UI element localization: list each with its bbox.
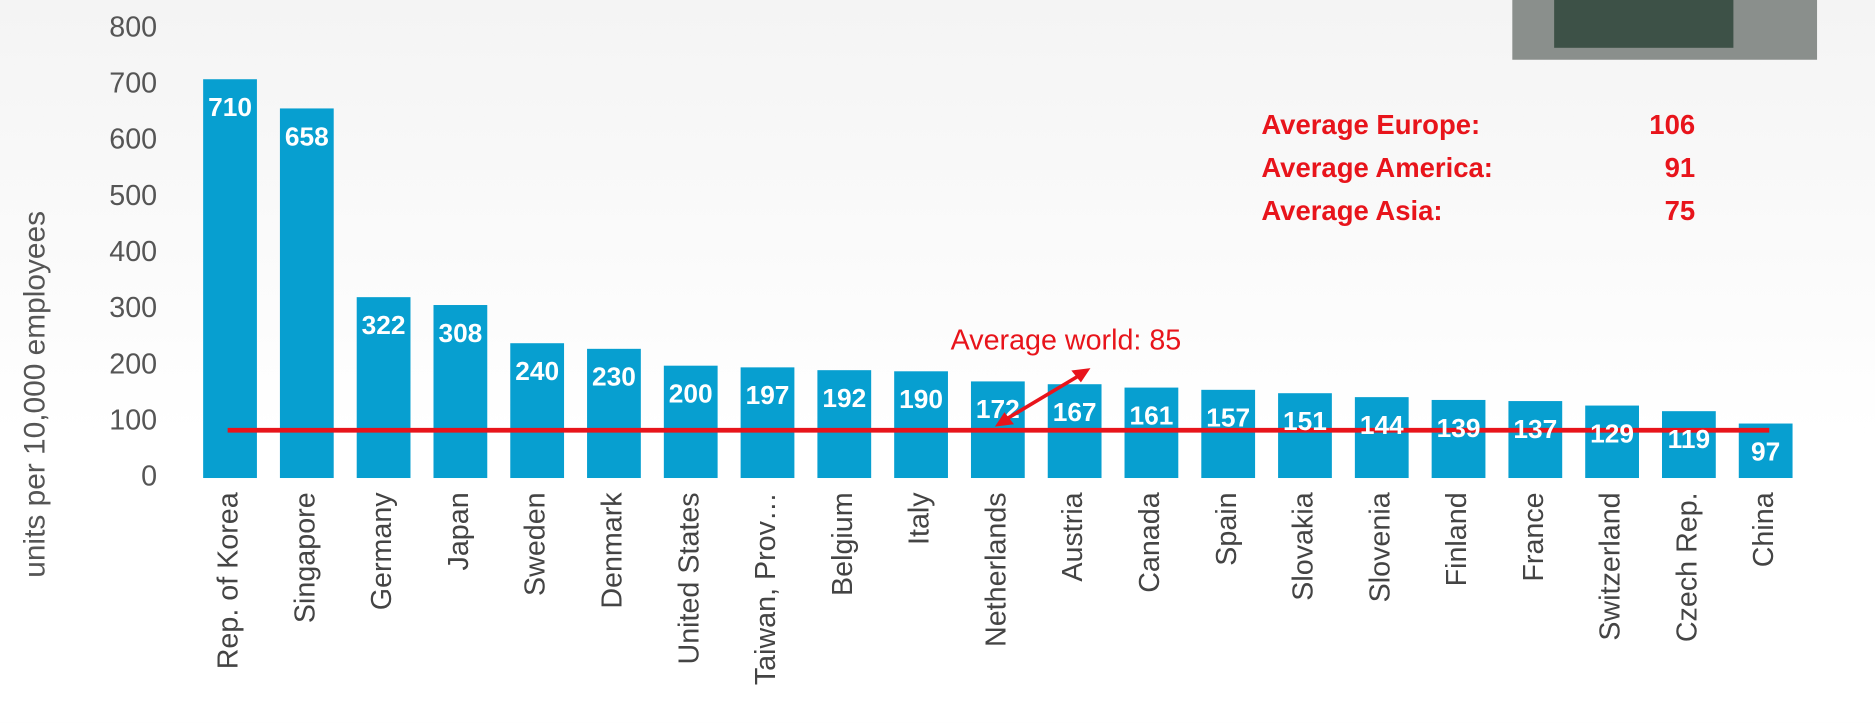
bar — [663, 365, 718, 479]
reference-label: Average world: 85 — [951, 324, 1182, 356]
bar — [1431, 399, 1486, 479]
bar — [279, 108, 334, 479]
y-tick-label: 600 — [109, 124, 157, 156]
x-tick-label: Switzerland — [1595, 492, 1627, 640]
x-tick-label: United States — [673, 492, 705, 664]
x-tick-label: Rep. of Korea — [213, 492, 245, 669]
data-label: 97 — [1751, 436, 1780, 466]
x-tick-label: Belgium — [827, 492, 859, 596]
y-tick-label: 500 — [109, 180, 157, 212]
average-label: Average America: — [1261, 152, 1493, 183]
y-axis-label: units per 10,000 employees — [18, 211, 51, 578]
arrow-head — [994, 412, 1014, 427]
bar — [740, 367, 795, 479]
data-label: 308 — [438, 318, 482, 348]
data-label: 139 — [1437, 413, 1481, 443]
x-tick-label: Austria — [1057, 492, 1089, 581]
x-tick-label: Sweden — [520, 492, 552, 596]
bar — [1278, 393, 1332, 479]
x-tick-label: Slovenia — [1364, 492, 1396, 602]
bar — [1124, 387, 1179, 479]
data-label: 172 — [976, 394, 1020, 424]
x-tick-label: Netherlands — [980, 492, 1012, 647]
data-label: 161 — [1129, 400, 1173, 430]
average-value: 106 — [1649, 109, 1695, 140]
x-tick-label: Germany — [366, 492, 398, 611]
bar — [1201, 389, 1256, 479]
reference-arrow — [998, 370, 1087, 425]
bar — [1585, 405, 1639, 479]
data-label: 230 — [592, 362, 636, 392]
data-label: 119 — [1668, 424, 1710, 454]
y-tick-label: 300 — [109, 292, 157, 324]
data-label: 144 — [1360, 410, 1404, 440]
x-tick-label: Spain — [1211, 492, 1243, 565]
x-tick-label: France — [1518, 492, 1550, 581]
bar — [817, 370, 872, 479]
average-label: Average Asia: — [1261, 195, 1442, 226]
x-tick-label: Canada — [1134, 492, 1166, 592]
y-tick-label: 0 — [141, 461, 157, 493]
bar — [356, 297, 411, 479]
x-tick-label: Taiwan, Prov… — [750, 492, 782, 685]
bar — [894, 371, 948, 479]
y-tick-label: 700 — [109, 67, 157, 99]
x-tick-label: Japan — [443, 492, 475, 570]
arrow-head — [1071, 368, 1091, 383]
data-label: 658 — [285, 121, 329, 151]
y-tick-label: 400 — [109, 236, 157, 268]
data-label: 192 — [822, 383, 866, 413]
bar — [1661, 411, 1716, 479]
y-tick-label: 800 — [109, 11, 157, 43]
average-label: Average Europe: — [1261, 109, 1480, 140]
average-value: 91 — [1665, 152, 1696, 183]
bar — [1354, 397, 1409, 479]
data-label: 197 — [746, 380, 790, 410]
data-label: 200 — [669, 378, 713, 408]
x-tick-label: Slovakia — [1288, 492, 1320, 600]
bar — [510, 343, 565, 479]
data-label: 157 — [1206, 403, 1250, 433]
data-label: 151 — [1283, 406, 1327, 436]
x-tick-label: Finland — [1441, 492, 1473, 586]
bar — [203, 79, 257, 479]
bar — [587, 348, 641, 479]
data-label: 240 — [515, 356, 559, 386]
x-tick-label: Denmark — [597, 492, 629, 609]
y-tick-label: 100 — [109, 404, 157, 436]
x-tick-label: China — [1748, 492, 1780, 567]
average-value: 75 — [1665, 195, 1696, 226]
bar — [1508, 401, 1563, 479]
data-label: 167 — [1053, 397, 1097, 427]
data-label: 322 — [362, 310, 406, 340]
x-tick-label: Italy — [904, 492, 936, 545]
x-tick-label: Czech Rep. — [1671, 492, 1703, 642]
y-tick-label: 200 — [109, 348, 157, 380]
x-tick-label: Singapore — [289, 492, 321, 623]
data-label: 137 — [1513, 414, 1557, 444]
bar — [433, 305, 488, 479]
data-label: 129 — [1590, 418, 1634, 448]
photo-detail — [1554, 0, 1734, 48]
data-label: 710 — [208, 92, 252, 122]
data-label: 190 — [899, 384, 943, 414]
